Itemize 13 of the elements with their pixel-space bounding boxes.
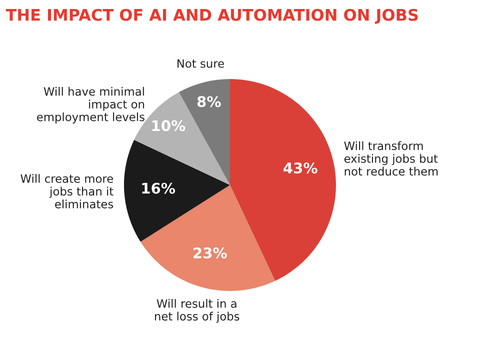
pie-slice — [230, 79, 336, 281]
data-label: 16% — [142, 182, 176, 194]
slice-label: Will create more jobs than it eliminates — [20, 174, 114, 208]
slice-label: Will transform existing jobs but not reduce them — [344, 141, 438, 176]
data-label: 8% — [197, 96, 221, 108]
slice-label: Will have minimal impact on employment levels — [37, 86, 144, 124]
data-label: 10% — [152, 120, 186, 132]
slice-label: Will result in a net loss of jobs — [155, 299, 240, 323]
chart-title: THE IMPACT OF AI AND AUTOMATION ON JOBS — [6, 8, 418, 24]
data-label: 23% — [194, 247, 227, 258]
slice-label: Not sure — [178, 59, 224, 68]
data-label: 43% — [284, 162, 318, 174]
pie-slice — [124, 140, 230, 242]
